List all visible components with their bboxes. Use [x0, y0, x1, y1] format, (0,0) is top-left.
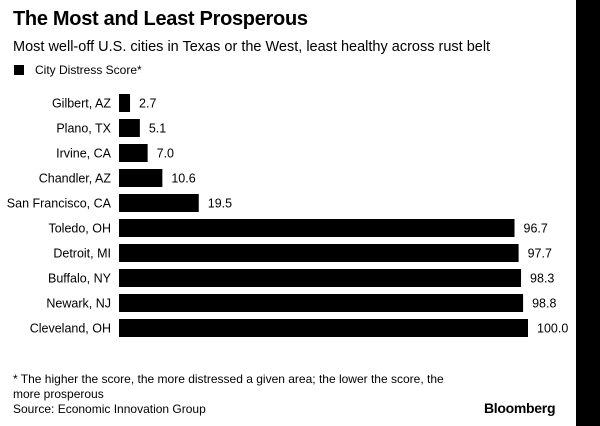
bar-chart: Gilbert, AZ 2.7 Plano, TX 5.1 Irvine, CA 7.0 C…	[7, 94, 568, 337]
bar	[119, 269, 522, 287]
source-note: Source: Economic Innovation Group	[13, 402, 206, 416]
value-label: 98.3	[530, 272, 554, 286]
value-label: 100.0	[537, 322, 568, 336]
category-label: Buffalo, NY	[48, 272, 112, 286]
category-label: Detroit, MI	[53, 247, 111, 261]
value-label: 10.6	[171, 172, 195, 186]
category-label: Newark, NJ	[46, 297, 111, 311]
value-label: 96.7	[524, 222, 548, 236]
bar	[119, 294, 524, 312]
legend-swatch	[14, 65, 24, 75]
value-label: 19.5	[208, 197, 232, 211]
category-label: Cleveland, OH	[30, 322, 111, 336]
category-label: San Francisco, CA	[7, 197, 112, 211]
value-label: 7.0	[157, 147, 174, 161]
bar	[119, 144, 148, 162]
right-edge-strip	[576, 0, 600, 426]
legend-label: City Distress Score*	[35, 63, 142, 77]
bar	[119, 319, 528, 337]
bar	[119, 119, 140, 137]
category-label: Chandler, AZ	[39, 172, 112, 186]
value-label: 98.8	[532, 297, 556, 311]
chart-subtitle: Most well-off U.S. cities in Texas or th…	[13, 39, 491, 55]
chart-title: The Most and Least Prosperous	[13, 8, 308, 30]
bar	[119, 94, 131, 112]
category-label: Gilbert, AZ	[52, 97, 111, 111]
bar	[119, 244, 519, 262]
bar	[119, 219, 515, 237]
footnote: * The higher the score, the more distres…	[13, 372, 444, 401]
category-label: Irvine, CA	[56, 147, 112, 161]
value-label: 2.7	[139, 97, 156, 111]
category-label: Plano, TX	[56, 122, 111, 136]
bar	[119, 169, 163, 187]
value-label: 5.1	[149, 122, 166, 136]
bar	[119, 194, 199, 212]
bloomberg-logo: Bloomberg	[484, 400, 556, 416]
legend: City Distress Score*	[14, 63, 142, 77]
category-label: Toledo, OH	[48, 222, 111, 236]
value-label: 97.7	[528, 247, 552, 261]
